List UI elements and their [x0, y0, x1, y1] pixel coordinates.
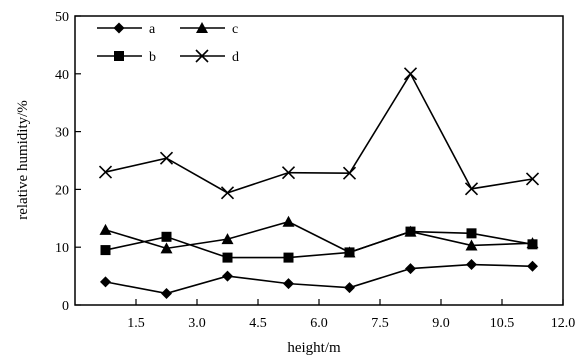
series-line-b	[105, 230, 533, 259]
data-point-d	[220, 186, 235, 200]
data-point-d	[159, 151, 174, 165]
data-point-a	[405, 263, 416, 275]
x-axis-label: height/m	[287, 340, 341, 355]
legend: ab cd	[97, 22, 239, 65]
legend-label-d: d	[232, 50, 239, 65]
y-tick-label: 50	[55, 10, 69, 25]
data-point-c	[221, 233, 234, 245]
x-tick-label: 4.5	[249, 316, 267, 331]
legend-item-a: a	[97, 22, 156, 37]
legend-item-c: c	[180, 22, 238, 37]
x-tick-label: 10.5	[490, 316, 515, 331]
data-point-c	[282, 215, 295, 227]
y-tick-label: 20	[55, 183, 69, 198]
legend-label-a: a	[149, 22, 156, 37]
y-tick-label: 30	[55, 126, 69, 141]
data-point-b	[283, 252, 294, 263]
data-point-b	[466, 228, 477, 239]
series-layer	[98, 67, 540, 299]
x-tick-label: 12.0	[551, 316, 576, 331]
legend-label-b: b	[149, 50, 156, 65]
series-d	[98, 67, 540, 200]
x-tick-label: 6.0	[310, 316, 328, 331]
legend-marker-d	[195, 49, 209, 63]
x-tick-label: 1.5	[127, 316, 145, 331]
axes: 0 10 20 30 40 50 1.5 3.0 4.5 6.0 7.5 9.0 10.5 12.0	[55, 10, 575, 331]
data-point-a	[527, 260, 538, 272]
data-point-c	[99, 223, 112, 235]
data-point-d	[525, 172, 540, 186]
data-point-c	[465, 239, 478, 251]
data-point-a	[344, 282, 355, 294]
data-point-d	[342, 166, 357, 180]
x-tick-label: 7.5	[371, 316, 389, 331]
x-tick-label: 3.0	[188, 316, 206, 331]
y-tick-label: 40	[55, 68, 69, 83]
legend-marker-a	[113, 22, 125, 34]
series-c	[99, 215, 539, 258]
series-line-a	[105, 263, 533, 295]
data-point-a	[222, 270, 233, 282]
data-point-a	[283, 278, 294, 290]
legend-label-c: c	[232, 22, 238, 37]
data-point-c	[526, 237, 539, 249]
data-point-a	[466, 259, 477, 271]
y-tick-label: 10	[55, 241, 69, 256]
series-line-d	[105, 72, 533, 194]
y-tick-label: 0	[62, 299, 69, 314]
data-point-d	[281, 166, 296, 180]
series-line-c	[105, 220, 533, 254]
data-point-d	[98, 165, 113, 179]
data-point-b	[161, 231, 172, 242]
data-point-c	[404, 225, 417, 237]
data-point-b	[222, 252, 233, 263]
legend-item-b: b	[97, 50, 156, 65]
data-point-c	[343, 246, 356, 258]
data-point-a	[100, 276, 111, 288]
data-point-b	[100, 245, 111, 256]
legend-marker-c	[196, 22, 208, 33]
legend-marker-b	[114, 51, 124, 61]
y-axis-label: relative humidity/%	[15, 100, 31, 220]
data-point-d	[403, 67, 418, 81]
data-point-c	[160, 242, 173, 254]
data-point-a	[161, 287, 172, 299]
legend-item-d: d	[180, 49, 239, 65]
series-a	[100, 259, 538, 299]
x-tick-label: 9.0	[432, 316, 450, 331]
data-point-d	[464, 182, 479, 196]
